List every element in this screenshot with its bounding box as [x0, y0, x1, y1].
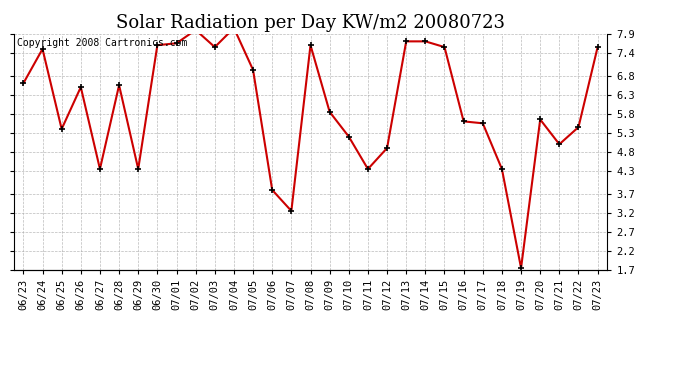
Title: Solar Radiation per Day KW/m2 20080723: Solar Radiation per Day KW/m2 20080723: [116, 14, 505, 32]
Text: Copyright 2008 Cartronics.com: Copyright 2008 Cartronics.com: [17, 39, 187, 48]
